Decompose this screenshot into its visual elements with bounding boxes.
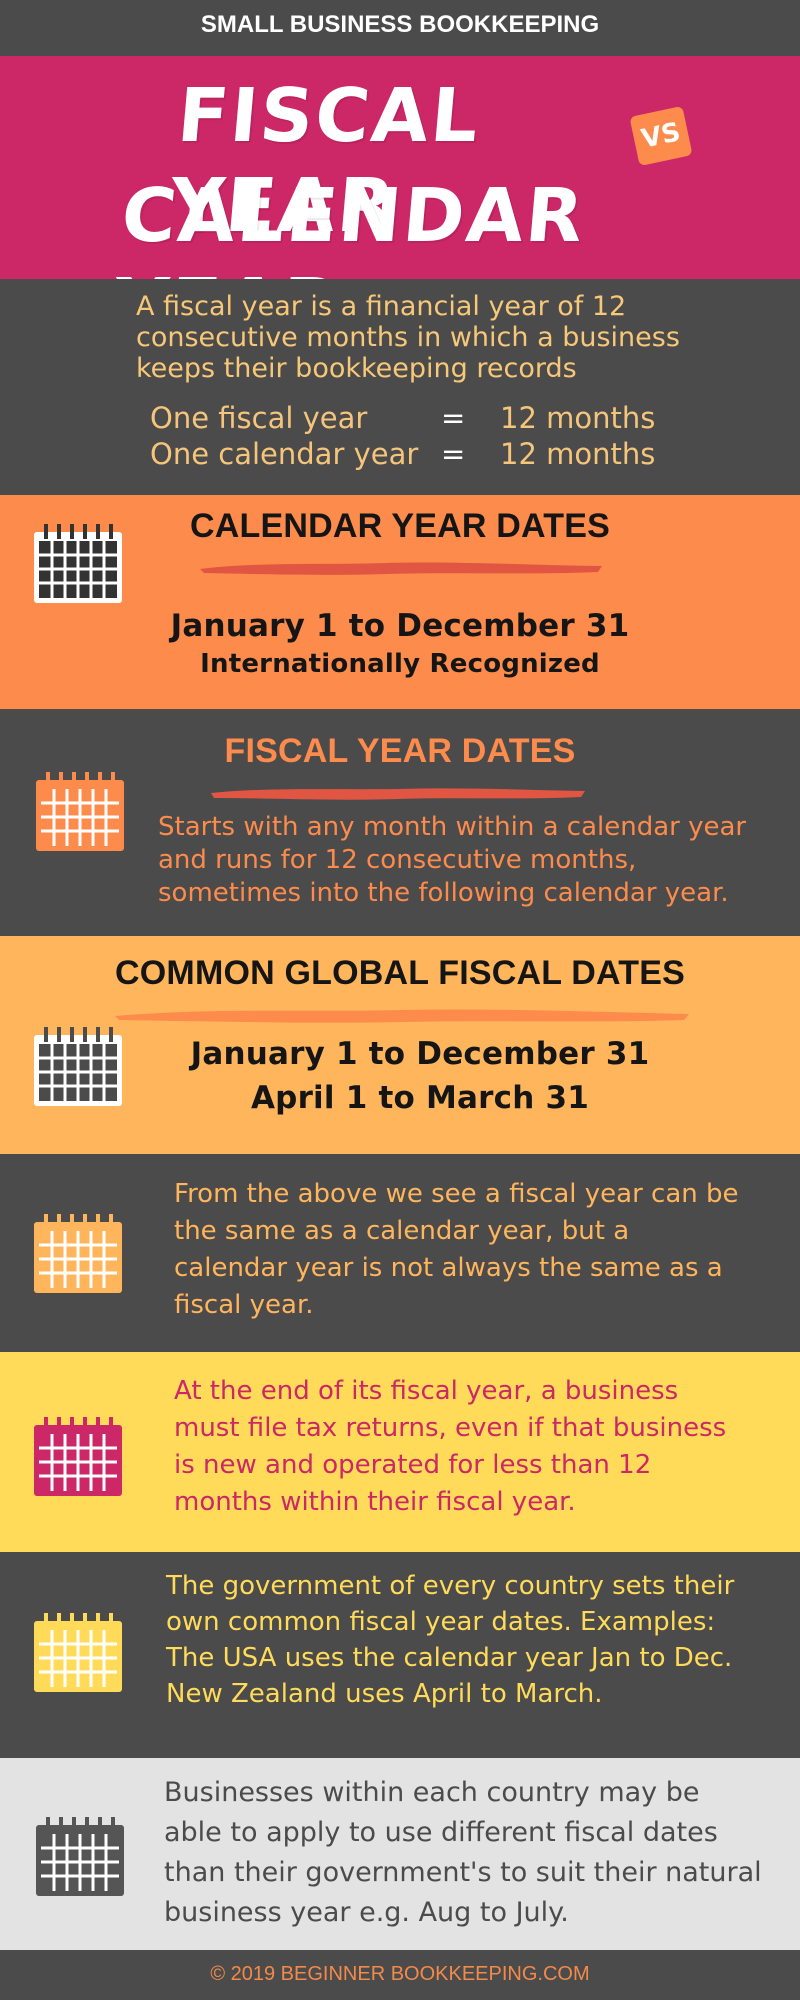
calendar-icon xyxy=(34,524,122,603)
common-date-2: April 1 to March 31 xyxy=(250,1080,590,1116)
calendar-year-heading: CALENDAR YEAR DATES xyxy=(189,507,611,545)
tax-returns-text: At the end of its fiscal year, a busines… xyxy=(174,1376,727,1517)
government-text: The government of every country sets the… xyxy=(166,1571,735,1709)
intro-section: A fiscal year is a financial year of 12 … xyxy=(0,279,800,495)
business-dates-section: Businesses within each country may be ab… xyxy=(0,1758,800,1950)
series-header: SMALL BUSINESS BOOKKEEPING xyxy=(0,0,800,56)
row-value: 12 months xyxy=(500,401,656,435)
calendar-icon xyxy=(36,1817,124,1896)
equals-sign: = xyxy=(441,401,466,435)
tax-returns-section: At the end of its fiscal year, a busines… xyxy=(0,1352,800,1552)
fiscal-year-heading: FISCAL YEAR DATES xyxy=(224,732,576,770)
calendar-icon xyxy=(34,1214,122,1293)
calendar-icon xyxy=(34,1613,122,1692)
common-fiscal-dates-section: COMMON GLOBAL FISCAL DATES January 1 to … xyxy=(0,936,800,1154)
fiscal-year-definition: A fiscal year is a financial year of 12 … xyxy=(136,291,680,384)
copyright-text: © 2019 BEGINNER BOOKKEEPING.COM xyxy=(210,1963,590,1985)
page-title-line-2: CALENDAR YEAR xyxy=(110,173,589,279)
calendar-year-row: One calendar year = 12 months xyxy=(150,436,710,472)
title-banner: FISCAL YEAR VS CALENDAR YEAR xyxy=(0,56,800,279)
series-title: SMALL BUSINESS BOOKKEEPING xyxy=(200,11,600,38)
fiscal-year-section: FISCAL YEAR DATES Starts with any month … xyxy=(0,709,800,936)
equals-sign: = xyxy=(441,437,466,471)
common-fiscal-dates-heading: COMMON GLOBAL FISCAL DATES xyxy=(115,954,685,992)
calendar-year-section: CALENDAR YEAR DATES January 1 to Decembe… xyxy=(0,495,800,709)
vs-badge-label: VS xyxy=(638,117,684,155)
footer: © 2019 BEGINNER BOOKKEEPING.COM xyxy=(0,1950,800,2000)
government-section: The government of every country sets the… xyxy=(0,1552,800,1758)
comparison-section: From the above we see a fiscal year can … xyxy=(0,1154,800,1352)
calendar-year-note: Internationally Recognized xyxy=(200,649,600,679)
comparison-text: From the above we see a fiscal year can … xyxy=(174,1179,739,1320)
brush-underline xyxy=(211,788,585,800)
common-date-1: January 1 to December 31 xyxy=(190,1036,650,1072)
brush-underline xyxy=(200,562,602,575)
fiscal-year-description: Starts with any month within a calendar … xyxy=(158,812,747,908)
calendar-icon xyxy=(34,1027,122,1106)
calendar-icon xyxy=(34,1417,122,1496)
row-value: 12 months xyxy=(500,437,656,471)
vs-badge: VS xyxy=(629,105,693,167)
row-label: One fiscal year xyxy=(150,401,368,435)
calendar-icon xyxy=(36,772,124,851)
calendar-year-dates: January 1 to December 31 xyxy=(170,608,630,644)
business-dates-text: Businesses within each country may be ab… xyxy=(164,1777,762,1928)
brush-underline xyxy=(115,1009,689,1023)
row-label: One calendar year xyxy=(150,437,419,471)
fiscal-year-row: One fiscal year = 12 months xyxy=(150,400,710,436)
